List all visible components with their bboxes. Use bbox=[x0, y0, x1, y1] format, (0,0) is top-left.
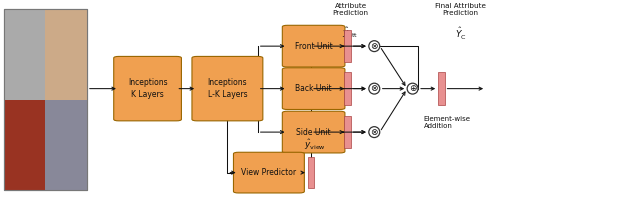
FancyBboxPatch shape bbox=[192, 57, 263, 121]
Text: $\hat{y}_{\rm att}$: $\hat{y}_{\rm att}$ bbox=[342, 25, 359, 40]
Text: Back Unit: Back Unit bbox=[295, 84, 332, 93]
Text: ⊗: ⊗ bbox=[371, 128, 378, 137]
Bar bbox=[438, 72, 445, 105]
Text: Final Attribute
Prediction: Final Attribute Prediction bbox=[435, 3, 486, 16]
Bar bbox=[344, 72, 351, 105]
Text: Side Unit: Side Unit bbox=[296, 128, 331, 137]
Text: $\hat{y}_{\rm view}$: $\hat{y}_{\rm view}$ bbox=[304, 138, 326, 152]
Bar bbox=[344, 30, 351, 62]
Bar bbox=[4, 100, 45, 190]
Text: $\hat{Y}_{\rm C}$: $\hat{Y}_{\rm C}$ bbox=[454, 25, 467, 42]
Text: ⊗: ⊗ bbox=[371, 42, 378, 51]
Ellipse shape bbox=[369, 83, 380, 94]
Bar bbox=[4, 9, 87, 190]
FancyBboxPatch shape bbox=[234, 152, 305, 193]
Bar bbox=[308, 157, 314, 188]
FancyBboxPatch shape bbox=[114, 57, 181, 121]
Bar bbox=[45, 9, 87, 100]
Ellipse shape bbox=[369, 41, 380, 52]
Text: Inceptions
K Layers: Inceptions K Layers bbox=[128, 78, 168, 99]
Text: ⊗: ⊗ bbox=[371, 84, 378, 93]
FancyBboxPatch shape bbox=[282, 68, 345, 109]
Ellipse shape bbox=[407, 83, 418, 94]
Text: ⊕: ⊕ bbox=[409, 84, 417, 93]
Text: Attribute
Prediction: Attribute Prediction bbox=[333, 3, 369, 16]
FancyBboxPatch shape bbox=[282, 25, 345, 67]
FancyBboxPatch shape bbox=[282, 111, 345, 153]
Bar bbox=[4, 9, 87, 190]
Text: Element-wise
Addition: Element-wise Addition bbox=[424, 116, 470, 129]
Text: View Predictor: View Predictor bbox=[241, 168, 296, 177]
Bar bbox=[45, 100, 87, 190]
Ellipse shape bbox=[369, 127, 380, 138]
Bar bbox=[344, 116, 351, 148]
Text: Inceptions
L-K Layers: Inceptions L-K Layers bbox=[207, 78, 247, 99]
Bar bbox=[4, 9, 45, 100]
Text: Front Unit: Front Unit bbox=[295, 42, 333, 51]
